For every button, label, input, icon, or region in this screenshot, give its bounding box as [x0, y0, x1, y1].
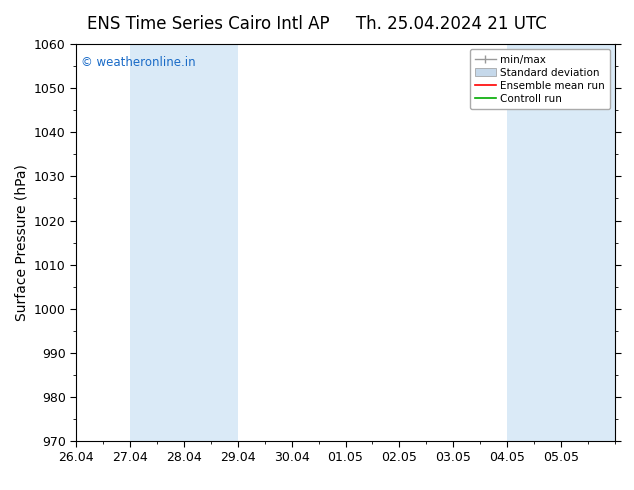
- Legend: min/max, Standard deviation, Ensemble mean run, Controll run: min/max, Standard deviation, Ensemble me…: [470, 49, 610, 109]
- Y-axis label: Surface Pressure (hPa): Surface Pressure (hPa): [14, 164, 29, 321]
- Bar: [561, 44, 615, 441]
- Text: © weatheronline.in: © weatheronline.in: [81, 56, 196, 69]
- Text: ENS Time Series Cairo Intl AP     Th. 25.04.2024 21 UTC: ENS Time Series Cairo Intl AP Th. 25.04.…: [87, 15, 547, 33]
- Bar: [184, 44, 238, 441]
- Bar: [507, 44, 561, 441]
- Bar: [130, 44, 184, 441]
